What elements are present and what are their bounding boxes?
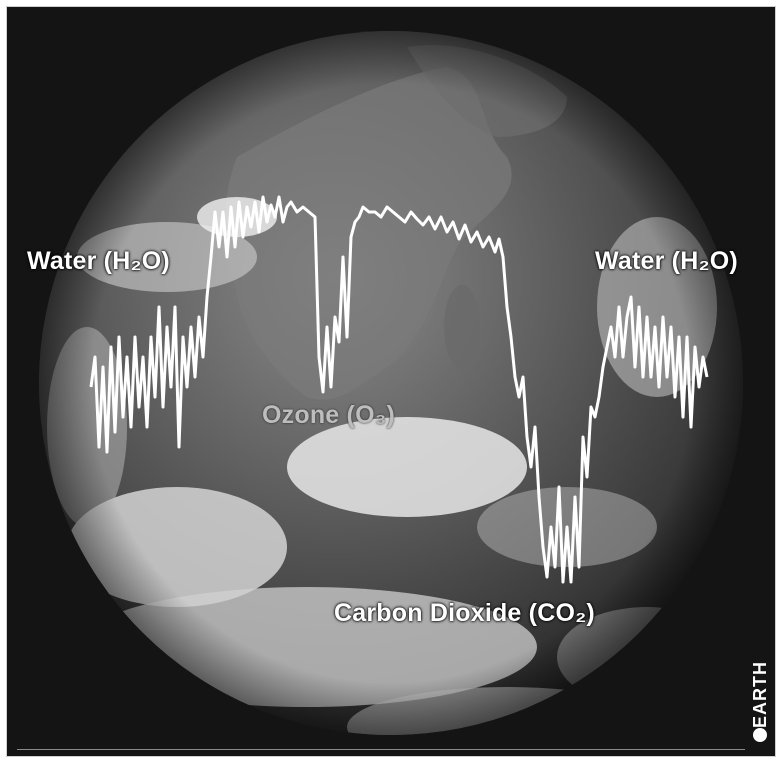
image-frame: Water (H₂O) Water (H₂O) Ozone (O₃) Carbo…: [6, 6, 776, 757]
planet-tag-text: EARTH: [750, 661, 770, 728]
water-label-left: Water (H₂O): [27, 247, 170, 275]
planet-tag: EARTH: [750, 661, 771, 746]
water-label-right: Water (H₂O): [595, 247, 738, 275]
frame-divider: [17, 749, 745, 750]
ozone-label: Ozone (O₃): [262, 401, 395, 429]
spectrum-curve: [89, 195, 709, 584]
filled-circle-icon: [753, 728, 768, 742]
earth-photo: [39, 31, 743, 735]
carbon-dioxide-label: Carbon Dioxide (CO₂): [334, 599, 595, 627]
